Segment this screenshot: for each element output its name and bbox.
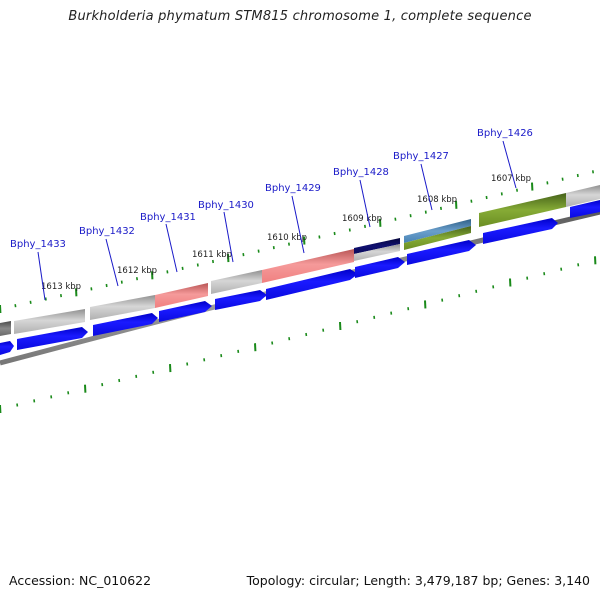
kbp-label: 1611 kbp [192, 250, 232, 260]
gene-label-bphy-1426[interactable]: Bphy_1426 [477, 128, 533, 189]
cds-arrow [0, 341, 14, 355]
svg-text:Bphy_1433: Bphy_1433 [10, 239, 66, 250]
svg-text:Bphy_1427: Bphy_1427 [393, 151, 449, 162]
cds-track [0, 200, 600, 355]
kbp-label: 1613 kbp [41, 282, 81, 292]
feature-block [566, 185, 600, 207]
tick-track-lower [0, 256, 597, 414]
cds-arrow [215, 290, 267, 310]
gene-label-bphy-1431[interactable]: Bphy_1431 [140, 212, 196, 273]
svg-text:Bphy_1431: Bphy_1431 [140, 212, 196, 223]
feature-track [0, 185, 600, 336]
feature-block [211, 270, 262, 294]
feature-block [14, 309, 85, 334]
feature-block [404, 219, 471, 243]
cds-arrow [266, 269, 358, 300]
gene-label-bphy-1427[interactable]: Bphy_1427 [393, 151, 449, 211]
gene-label-bphy-1433[interactable]: Bphy_1433 [10, 239, 66, 301]
tick-track-upper [0, 170, 594, 314]
kbp-label: 1609 kbp [342, 214, 382, 224]
cds-arrow [159, 301, 212, 322]
map-title: Burkholderia phymatum STM815 chromosome … [68, 9, 532, 24]
kbp-labels: 1613 kbp 1612 kbp 1611 kbp 1610 kbp 1609… [41, 174, 531, 292]
gene-label-bphy-1428[interactable]: Bphy_1428 [333, 167, 389, 228]
feature-block [354, 244, 400, 261]
feature-block [354, 238, 400, 254]
feature-block [262, 249, 354, 283]
gene-label-bphy-1429[interactable]: Bphy_1429 [265, 183, 321, 254]
cds-arrow [407, 240, 476, 265]
cds-arrow [483, 218, 558, 244]
gene-label-bphy-1430[interactable]: Bphy_1430 [198, 200, 254, 263]
feature-block [479, 193, 566, 227]
cds-arrow [355, 257, 405, 278]
feature-block [404, 226, 471, 250]
svg-text:Bphy_1426: Bphy_1426 [477, 128, 533, 139]
svg-text:Bphy_1432: Bphy_1432 [79, 226, 135, 237]
svg-text:Bphy_1428: Bphy_1428 [333, 167, 389, 178]
feature-block [90, 295, 155, 320]
kbp-label: 1612 kbp [117, 266, 157, 276]
svg-text:Bphy_1429: Bphy_1429 [265, 183, 321, 194]
feature-block [155, 283, 208, 308]
feature-block [0, 321, 11, 336]
kbp-label: 1610 kbp [267, 233, 307, 243]
cds-arrow [17, 327, 88, 350]
cds-arrow [93, 313, 158, 336]
gene-labels[interactable]: Bphy_1433 Bphy_1432 Bphy_1431 Bphy_1430 … [10, 128, 533, 301]
accession-text: Accession: NC_010622 [9, 573, 152, 588]
sequence-summary-text: Topology: circular; Length: 3,479,187 bp… [246, 573, 590, 588]
kbp-label: 1608 kbp [417, 195, 457, 205]
svg-text:Bphy_1430: Bphy_1430 [198, 200, 254, 211]
cds-arrow [570, 200, 600, 218]
gene-label-bphy-1432[interactable]: Bphy_1432 [79, 226, 135, 287]
kbp-label: 1607 kbp [491, 174, 531, 184]
